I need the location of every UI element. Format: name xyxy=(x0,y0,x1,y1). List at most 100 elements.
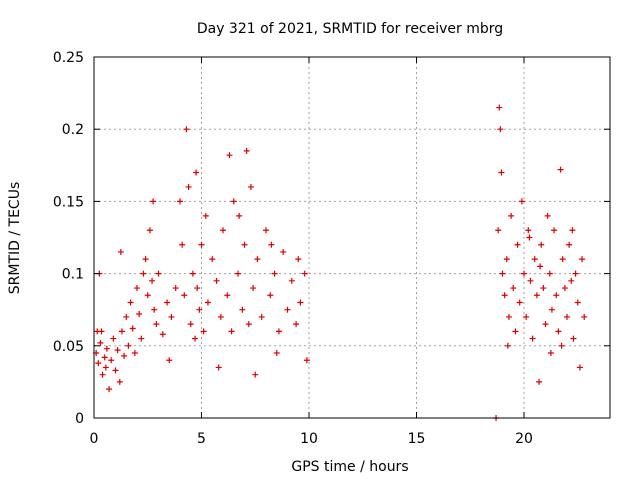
x-tick-label: 15 xyxy=(408,431,426,447)
data-point xyxy=(179,241,186,248)
data-point xyxy=(192,335,199,342)
data-point xyxy=(106,386,113,393)
data-point xyxy=(194,285,201,292)
data-point xyxy=(273,350,280,357)
data-point xyxy=(548,306,555,313)
data-point xyxy=(189,270,196,277)
data-point xyxy=(547,350,554,357)
data-point xyxy=(172,285,179,292)
data-point xyxy=(117,248,124,255)
data-point xyxy=(551,227,558,234)
data-point xyxy=(529,335,536,342)
data-point xyxy=(215,364,222,371)
y-tick-label: 0.2 xyxy=(62,122,84,138)
data-point xyxy=(495,227,502,234)
data-point xyxy=(153,321,160,328)
data-point xyxy=(268,241,275,248)
data-point xyxy=(536,378,543,385)
data-point xyxy=(140,270,147,277)
data-point xyxy=(236,212,243,219)
y-tick-label: 0.1 xyxy=(62,267,84,283)
data-point xyxy=(526,234,533,241)
data-point xyxy=(131,350,138,357)
data-point xyxy=(267,292,274,299)
data-point xyxy=(116,378,123,385)
data-point xyxy=(204,299,211,306)
data-point xyxy=(209,256,216,263)
data-point xyxy=(258,313,265,320)
data-point xyxy=(198,241,205,248)
data-point xyxy=(146,227,153,234)
data-point xyxy=(531,256,538,263)
data-point xyxy=(510,285,517,292)
data-point xyxy=(540,285,547,292)
data-point xyxy=(166,357,173,364)
y-tick-label: 0.15 xyxy=(53,194,84,210)
data-point xyxy=(521,270,527,277)
x-tick-label: 10 xyxy=(300,431,318,447)
x-axis-label: GPS time / hours xyxy=(291,459,408,475)
data-point xyxy=(127,299,134,306)
data-point xyxy=(503,256,510,263)
data-point xyxy=(501,292,508,299)
data-point xyxy=(164,299,171,306)
data-point xyxy=(275,328,282,335)
data-point xyxy=(200,328,207,335)
data-point xyxy=(581,313,588,320)
data-point xyxy=(572,270,579,277)
data-point xyxy=(138,335,145,342)
axis-ticks: 0 0.05 0.1 0.15 0.2 0.25 0 5 10 15 20 xyxy=(53,50,610,447)
data-point xyxy=(538,241,545,248)
data-point xyxy=(125,342,132,349)
data-point xyxy=(110,335,117,342)
data-point xyxy=(177,198,183,205)
data-point xyxy=(226,152,233,159)
data-point xyxy=(95,360,102,367)
data-point xyxy=(574,299,581,306)
data-point xyxy=(546,270,553,277)
data-point xyxy=(196,306,203,313)
data-point xyxy=(566,241,573,248)
data-point xyxy=(185,183,192,190)
data-point xyxy=(99,371,106,378)
data-points xyxy=(93,104,588,421)
data-point xyxy=(250,285,257,292)
data-point xyxy=(183,126,190,133)
data-point xyxy=(159,331,166,338)
data-point xyxy=(118,328,125,335)
data-point xyxy=(544,212,551,219)
data-point xyxy=(569,227,576,234)
data-point xyxy=(123,313,130,320)
data-point xyxy=(568,277,575,284)
data-point xyxy=(297,299,304,306)
data-point xyxy=(97,339,104,346)
data-point xyxy=(508,212,515,219)
data-point xyxy=(142,256,149,263)
data-point xyxy=(504,342,511,349)
data-point xyxy=(579,256,586,263)
plot-frame xyxy=(93,56,611,419)
data-point xyxy=(241,241,248,248)
x-tick-label: 5 xyxy=(197,431,206,447)
data-point xyxy=(555,328,562,335)
data-point xyxy=(514,241,521,248)
data-point xyxy=(564,313,570,320)
y-tick-label: 0.25 xyxy=(53,50,84,66)
data-point xyxy=(498,169,505,176)
data-point xyxy=(213,277,220,284)
data-point xyxy=(271,270,278,277)
data-point xyxy=(559,256,566,263)
data-point xyxy=(94,328,101,335)
data-point xyxy=(202,212,209,219)
data-point xyxy=(301,270,308,277)
data-point xyxy=(254,256,261,263)
data-point xyxy=(512,328,519,335)
y-tick-label: 0.05 xyxy=(53,339,84,355)
data-point xyxy=(108,357,115,364)
x-tick-label: 20 xyxy=(515,431,533,447)
data-point xyxy=(224,292,231,299)
data-point xyxy=(553,292,560,299)
data-point xyxy=(181,292,188,299)
data-point xyxy=(193,169,200,176)
